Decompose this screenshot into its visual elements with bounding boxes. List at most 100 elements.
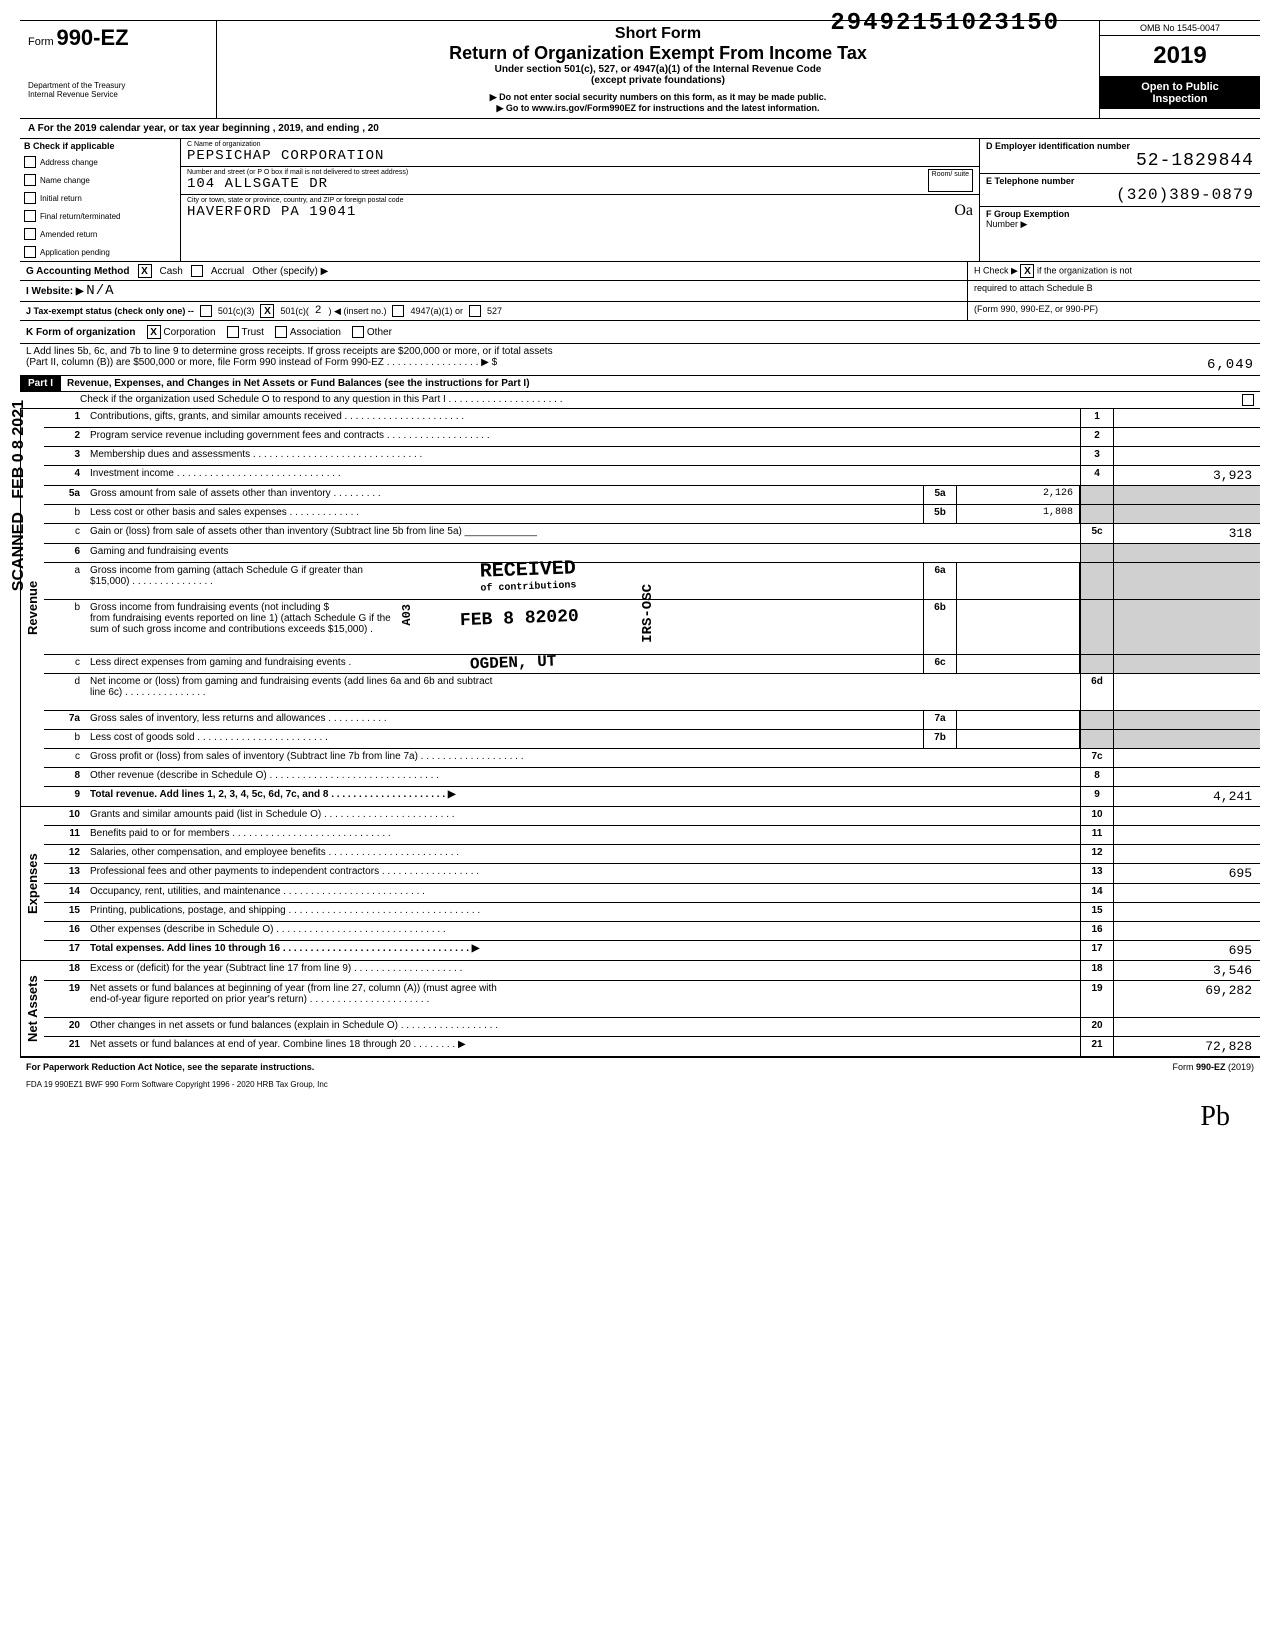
row-desc: Total expenses. Add lines 10 through 16 … <box>86 941 1080 960</box>
check-cash[interactable]: X <box>138 264 152 278</box>
accrual-label: Accrual <box>211 266 244 277</box>
row-num: b <box>44 600 86 654</box>
row-rnum: 2 <box>1080 428 1114 446</box>
open-public: Open to Public Inspection <box>1100 77 1260 109</box>
check-label: Application pending <box>40 248 110 257</box>
row-desc: Less cost of goods sold . . . . . . . . … <box>86 730 923 748</box>
row-desc: Net assets or fund balances at beginning… <box>86 981 1080 1017</box>
phone-cell: E Telephone number (320)389-0879 <box>980 174 1260 207</box>
line-h: H Check ▶ X if the organization is not <box>967 262 1260 280</box>
check-527[interactable] <box>469 305 481 317</box>
check-association[interactable] <box>275 326 287 338</box>
opt-4947: 4947(a)(1) or <box>410 306 463 316</box>
row-rnum: 18 <box>1080 961 1114 980</box>
row-rnum: 20 <box>1080 1018 1114 1036</box>
row-mval <box>957 730 1080 748</box>
check-accrual[interactable] <box>191 265 203 277</box>
shaded-cell <box>1114 505 1260 523</box>
open-public-2: Inspection <box>1102 93 1258 105</box>
netassets-side-label: Net Assets <box>20 961 44 1056</box>
check-initial-return[interactable]: Initial return <box>20 189 180 207</box>
line-k-label: K Form of organization <box>26 327 135 338</box>
line-h-cont2: (Form 990, 990-EZ, or 990-PF) <box>967 302 1260 320</box>
row-rval: 69,282 <box>1114 981 1260 1017</box>
check-schedule-o[interactable] <box>1242 394 1254 406</box>
row-desc: Gross profit or (loss) from sales of inv… <box>86 749 1080 767</box>
pb-mark: Pb <box>1200 1101 1230 1133</box>
row-rnum: 21 <box>1080 1037 1114 1056</box>
line-j-label: J Tax-exempt status (check only one) -- <box>26 306 194 316</box>
arrow-text-1: ▶ Do not enter social security numbers o… <box>225 92 1091 103</box>
check-corporation[interactable]: X <box>147 325 161 339</box>
received-text: RECEIVED <box>479 557 576 583</box>
row-desc: Net income or (loss) from gaming and fun… <box>86 674 1080 710</box>
irs-osc-stamp: IRS-OSC <box>640 584 656 643</box>
check-label: Address change <box>40 158 98 167</box>
check-501c3[interactable] <box>200 305 212 317</box>
check-name-change[interactable]: Name change <box>20 171 180 189</box>
row-desc: Net assets or fund balances at end of ye… <box>86 1037 1080 1056</box>
form-header: Form 990-EZ Department of the Treasury I… <box>20 20 1260 119</box>
revenue-section: Revenue 1Contributions, gifts, grants, a… <box>20 409 1260 807</box>
check-501c[interactable]: X <box>260 304 274 318</box>
row-desc: Investment income . . . . . . . . . . . … <box>86 466 1080 485</box>
org-name-value: PEPSICHAP CORPORATION <box>187 148 973 164</box>
opt-501c: 501(c)( <box>280 306 309 316</box>
row-desc-1: Net assets or fund balances at beginning… <box>90 983 1076 994</box>
row-mval <box>957 711 1080 729</box>
ein-cell: D Employer identification number 52-1829… <box>980 139 1260 174</box>
row-num: 18 <box>44 961 86 980</box>
row-rval <box>1114 826 1260 844</box>
row-num: 10 <box>44 807 86 825</box>
check-label: Initial return <box>40 194 82 203</box>
header-right: OMB No 1545-0047 2019 Open to Public Ins… <box>1099 21 1260 118</box>
shaded-cell <box>1080 711 1114 729</box>
city-value: HAVERFORD PA 19041 <box>187 204 973 220</box>
check-application-pending[interactable]: Application pending <box>20 243 180 261</box>
part-1-check: Check if the organization used Schedule … <box>20 392 1260 409</box>
group-exemption-number: Number ▶ <box>986 219 1254 230</box>
footer-left: For Paperwork Reduction Act Notice, see … <box>26 1062 314 1072</box>
column-de: D Employer identification number 52-1829… <box>980 139 1260 261</box>
row-rnum: 7c <box>1080 749 1114 767</box>
phone-value: (320)389-0879 <box>986 186 1254 204</box>
line-h-text: H Check ▶ <box>974 266 1018 276</box>
section-b-header: B Check if applicable <box>20 139 180 153</box>
shaded-cell <box>1114 711 1260 729</box>
check-schedule-b[interactable]: X <box>1020 264 1034 278</box>
check-address-change[interactable]: Address change <box>20 153 180 171</box>
column-c: C Name of organization PEPSICHAP CORPORA… <box>181 139 980 261</box>
row-rval <box>1114 768 1260 786</box>
row-desc: Other changes in net assets or fund bala… <box>86 1018 1080 1036</box>
part-1-header: Part I Revenue, Expenses, and Changes in… <box>20 376 1260 392</box>
gross-receipts-value: 6,049 <box>1207 357 1254 373</box>
row-desc: Gain or (loss) from sale of assets other… <box>86 524 1080 543</box>
check-other-org[interactable] <box>352 326 364 338</box>
room-suite: Room/ suite <box>928 169 973 192</box>
other-specify-label: Other (specify) ▶ <box>252 266 328 277</box>
check-amended-return[interactable]: Amended return <box>20 225 180 243</box>
row-mnum: 6c <box>923 655 957 673</box>
shaded-cell <box>1080 544 1114 562</box>
except-text: (except private foundations) <box>225 75 1091 86</box>
check-trust[interactable] <box>227 326 239 338</box>
row-desc: Occupancy, rent, utilities, and maintena… <box>86 884 1080 902</box>
check-final-return[interactable]: Final return/terminated <box>20 207 180 225</box>
shaded-cell <box>1080 730 1114 748</box>
row-rval: 72,828 <box>1114 1037 1260 1056</box>
line-h-cont: required to attach Schedule B <box>967 281 1260 301</box>
line-j-row: J Tax-exempt status (check only one) -- … <box>20 302 1260 321</box>
oa-mark: Oa <box>954 202 973 220</box>
check-4947[interactable] <box>392 305 404 317</box>
row-rnum: 17 <box>1080 941 1114 960</box>
form-label: Form <box>28 36 54 48</box>
street-cell: Number and street (or P O box if mail is… <box>181 167 979 195</box>
line-i-row: I Website: ▶ N/A required to attach Sche… <box>20 281 1260 302</box>
row-num: 5a <box>44 486 86 504</box>
row-desc: Less cost or other basis and sales expen… <box>86 505 923 523</box>
row-num: d <box>44 674 86 710</box>
row-num: 2 <box>44 428 86 446</box>
opt-527: 527 <box>487 306 502 316</box>
row-rnum: 19 <box>1080 981 1114 1017</box>
row-mnum: 6a <box>923 563 957 599</box>
